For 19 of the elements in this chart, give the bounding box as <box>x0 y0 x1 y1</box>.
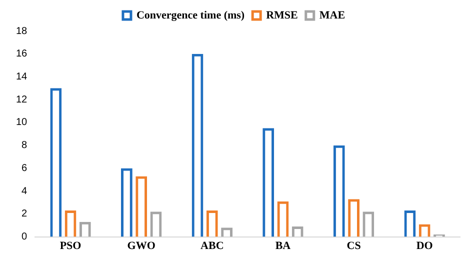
y-tick-label: 10 <box>16 117 28 128</box>
x-tick-label: PSO <box>60 240 82 252</box>
y-tick-label: 8 <box>22 140 28 152</box>
x-tick-label: BA <box>275 240 291 252</box>
x-tick-label: GWO <box>127 240 156 252</box>
y-tick-label: 14 <box>16 71 28 82</box>
y-tick-label: 2 <box>22 208 28 220</box>
y-tick-label: 6 <box>22 162 28 174</box>
y-tick-label: 12 <box>16 94 28 106</box>
legend-label: MAE <box>319 9 346 22</box>
x-tick-label: ABC <box>200 240 224 252</box>
x-tick-label: DO <box>416 240 434 252</box>
legend-label: RMSE <box>266 9 298 22</box>
legend-label: Convergence time (ms) <box>136 9 245 22</box>
y-tick-label: 4 <box>22 186 28 197</box>
y-tick-label: 18 <box>16 26 28 37</box>
y-tick-label: 16 <box>16 48 28 60</box>
y-tick-label: 0 <box>22 232 28 243</box>
x-tick-label: CS <box>346 240 361 252</box>
